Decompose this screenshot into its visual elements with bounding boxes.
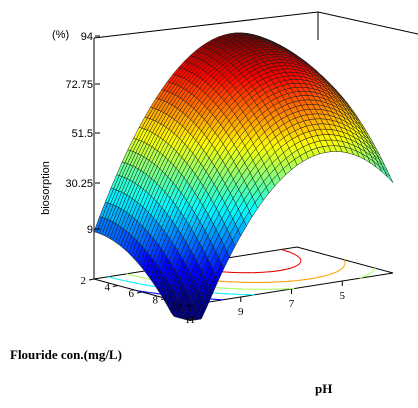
y-axis-title: Flouride con.(mg/L): [10, 347, 122, 362]
z-tick-label: 51.5: [72, 128, 93, 140]
z-tick-label: 30.25: [65, 178, 93, 190]
x-axis-title: pH: [315, 381, 332, 396]
ph-tick-label: 5: [340, 290, 346, 302]
conc-tick-label: 8: [153, 295, 159, 307]
z-tick-label: 94: [81, 31, 93, 43]
conc-tick-mark: [137, 292, 142, 293]
conc-tick-label: 2: [81, 275, 87, 287]
surface-cell: [385, 171, 393, 183]
conc-tick-label: 6: [129, 288, 135, 300]
ph-tick-label: 9: [238, 306, 244, 318]
conc-tick-label: 4: [105, 282, 111, 294]
ph-tick-label: 11: [185, 314, 196, 326]
conc-tick-mark: [89, 279, 94, 280]
ph-tick-label: 7: [289, 298, 295, 310]
z-axis-title: biosorption: [40, 161, 52, 215]
conc-tick-label: 10: [171, 301, 183, 313]
z-tick-label: 72.75: [65, 79, 93, 91]
z-unit-label: (%): [52, 29, 69, 41]
box-edge-top: [94, 12, 318, 38]
conc-tick-mark: [113, 286, 118, 287]
z-tick-label: 9: [87, 224, 93, 236]
box-edge-right: [318, 12, 418, 34]
